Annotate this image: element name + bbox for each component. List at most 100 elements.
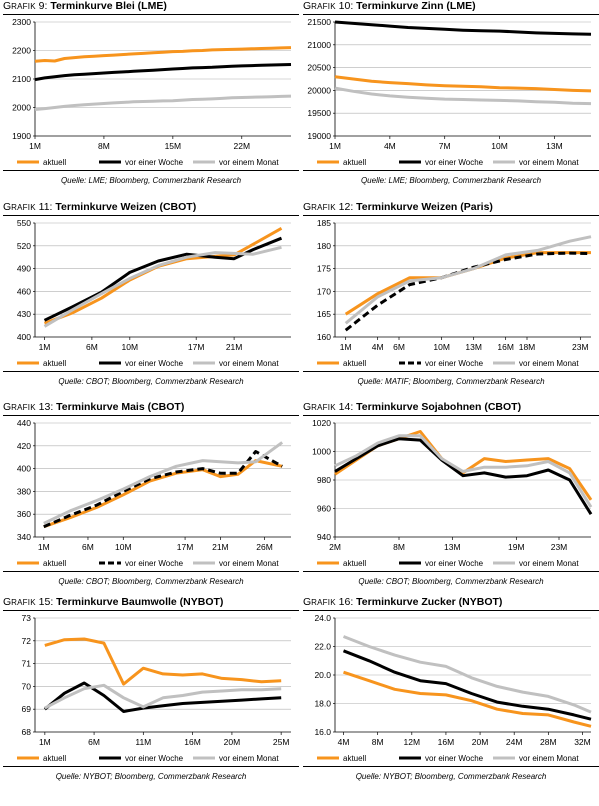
legend-label-3: vor einem Monat <box>519 158 579 167</box>
series-line-3 <box>43 441 284 525</box>
x-tick-label: 1M <box>29 141 41 151</box>
legend-label-2: vor einer Woche <box>425 359 484 368</box>
y-tick-label: 2300 <box>12 17 31 27</box>
x-tick-label: 6M <box>82 542 94 552</box>
x-tick-label: 10M <box>115 542 132 552</box>
chart-svg: 68 69 70 71 72 73 1M 6M 11M 16M 20M 25M aktuell vor e… <box>17 613 291 763</box>
chart-svg: 1900 2000 2100 2200 2300 1M 8M 15M 22M aktuell vor… <box>12 17 292 167</box>
y-tick-label: 980 <box>317 475 331 485</box>
legend-label-2: vor einer Woche <box>125 559 184 568</box>
series-line-3 <box>334 86 592 106</box>
series-line-3 <box>34 94 292 111</box>
chart-title: GRAFIK 15: Terminkurve Baumwolle (NYBOT) <box>3 596 299 610</box>
chart-svg: 400 430 460 490 520 550 1M 6M 10M 17M 21M aktuell vo… <box>17 218 291 368</box>
x-tick-label: 1M <box>38 542 50 552</box>
y-tick-label: 185 <box>317 218 331 228</box>
legend-label-1: aktuell <box>43 754 66 763</box>
chart-svg: 160 165 170 175 180 185 1M 4M 6M 10M 13M 16M 18M 23M a… <box>317 218 592 368</box>
y-tick-label: 1020 <box>312 418 331 428</box>
grafik-label: GRAFIK <box>3 596 36 608</box>
chart-source: Quelle: NYBOT; Bloomberg, Commerzbank Re… <box>355 772 547 781</box>
x-tick-label: 6M <box>86 342 98 352</box>
title-rule <box>303 215 599 216</box>
title-rule <box>303 415 599 416</box>
source-rule <box>303 766 599 767</box>
series-line-2 <box>342 649 592 721</box>
chart-title: GRAFIK 11: Terminkurve Weizen (CBOT) <box>3 201 299 215</box>
chart-panel-9: GRAFIK 9: Terminkurve Blei (LME) 1900 2000… <box>3 0 299 200</box>
x-tick-label: 24M <box>506 737 523 747</box>
legend-label-2: vor einer Woche <box>425 158 484 167</box>
y-tick-label: 2000 <box>12 103 31 113</box>
legend-label-2: vor einer Woche <box>425 754 484 763</box>
y-tick-label: 71 <box>22 659 32 669</box>
y-tick-label: 72 <box>22 636 32 646</box>
x-tick-label: 6M <box>88 737 100 747</box>
y-tick-label: 440 <box>17 418 31 428</box>
legend-label-2: vor einer Woche <box>425 559 484 568</box>
y-tick-label: 16.0 <box>314 727 331 737</box>
y-tick-label: 22.0 <box>314 642 331 652</box>
series-line-2 <box>43 450 283 529</box>
source-rule <box>303 571 599 572</box>
chart-title-text: Terminkurve Sojabohnen (CBOT) <box>356 401 522 413</box>
y-tick-label: 21500 <box>307 17 331 27</box>
chart-source: Quelle: LME; Bloomberg, Commerzbank Rese… <box>360 176 542 185</box>
chart-svg: 19000 19500 20000 20500 21000 21500 1M 4M 7M 10M 1… <box>307 17 592 167</box>
y-tick-label: 165 <box>317 309 331 319</box>
legend-label-3: vor einem Monat <box>519 754 579 763</box>
legend-label-1: aktuell <box>343 359 366 368</box>
series-line-1 <box>343 670 592 728</box>
legend-label-1: aktuell <box>343 754 366 763</box>
x-tick-label: 28M <box>540 737 557 747</box>
series-line-1 <box>43 226 283 325</box>
legend-label-1: aktuell <box>43 359 66 368</box>
y-tick-label: 18.0 <box>314 699 331 709</box>
x-tick-label: 21M <box>226 342 243 352</box>
title-rule <box>303 14 599 15</box>
y-tick-label: 20500 <box>307 63 331 73</box>
x-tick-label: 4M <box>372 342 384 352</box>
y-tick-label: 19000 <box>307 131 331 141</box>
chart-panel-16: GRAFIK 16: Terminkurve Zucker (NYBOT) 16.… <box>303 596 599 796</box>
grafik-number: 12: <box>335 201 357 213</box>
y-tick-label: 70 <box>22 681 32 691</box>
x-tick-label: 8M <box>393 542 405 552</box>
chart-title-text: Terminkurve Zinn (LME) <box>356 0 476 12</box>
series-line-2 <box>43 681 282 713</box>
x-tick-label: 1M <box>329 141 341 151</box>
title-rule <box>3 610 299 611</box>
chart-panel-15: GRAFIK 15: Terminkurve Baumwolle (NYBOT)… <box>3 596 299 796</box>
x-tick-label: 1M <box>39 342 51 352</box>
x-tick-label: 13M <box>465 342 482 352</box>
legend-label-3: vor einem Monat <box>219 559 279 568</box>
series-line-1 <box>334 430 593 501</box>
grafik-label: GRAFIK <box>3 0 36 12</box>
y-tick-label: 1900 <box>12 131 31 141</box>
x-tick-label: 20M <box>224 737 241 747</box>
chart-svg: 940 960 980 1000 1020 2M 8M 13M 19M 23M aktuell vor… <box>312 418 593 568</box>
source-rule <box>3 371 299 372</box>
source-rule <box>303 170 599 171</box>
chart-title-text: Terminkurve Baumwolle (NYBOT) <box>56 596 224 608</box>
title-rule <box>303 610 599 611</box>
x-tick-label: 10M <box>122 342 139 352</box>
legend-label-3: vor einem Monat <box>219 158 279 167</box>
x-tick-label: 26M <box>256 542 273 552</box>
y-tick-label: 550 <box>17 218 31 228</box>
legend-label-1: aktuell <box>43 158 66 167</box>
x-tick-label: 32M <box>574 737 591 747</box>
x-tick-label: 6M <box>393 342 405 352</box>
x-tick-label: 7M <box>439 141 451 151</box>
chart-source: Quelle: CBOT; Bloomberg, Commerzbank Res… <box>58 577 244 586</box>
series-line-1 <box>344 251 591 316</box>
chart-title: GRAFIK 16: Terminkurve Zucker (NYBOT) <box>303 596 599 610</box>
chart-panel-14: GRAFIK 14: Terminkurve Sojabohnen (CBOT)… <box>303 401 599 601</box>
y-tick-label: 520 <box>17 241 31 251</box>
x-tick-label: 16M <box>184 737 201 747</box>
series-line-3 <box>342 635 592 714</box>
y-tick-label: 490 <box>17 264 31 274</box>
source-rule <box>303 371 599 372</box>
chart-title: GRAFIK 14: Terminkurve Sojabohnen (CBOT) <box>303 401 599 415</box>
chart-source: Quelle: MATIF; Bloomberg, Commerzbank Re… <box>357 377 545 386</box>
